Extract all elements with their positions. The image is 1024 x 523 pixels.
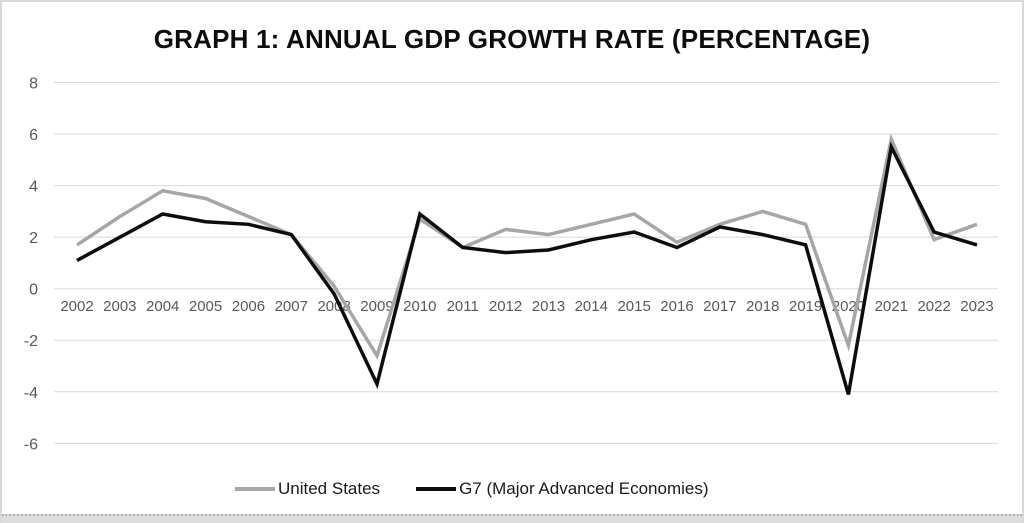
- g7-line-swatch: [416, 487, 457, 491]
- chart-legend: United States G7 (Major Advanced Economi…: [235, 479, 709, 499]
- y-tick-label: 8: [29, 76, 38, 93]
- x-tick-label: 2014: [575, 298, 608, 315]
- x-tick-label: 2011: [447, 298, 479, 315]
- series-line-0: [76, 133, 978, 360]
- legend-label-united-states: United States: [278, 479, 381, 498]
- y-tick-label: 4: [29, 179, 38, 196]
- x-tick-label: 2004: [146, 298, 179, 315]
- x-tick-label: 2022: [917, 298, 950, 315]
- y-tick-label: -2: [24, 333, 38, 350]
- x-tick-label: 2023: [960, 298, 993, 315]
- x-tick-label: 2018: [746, 298, 779, 315]
- x-tick-label: 2003: [103, 298, 136, 315]
- slide-bottom-edge: [2, 514, 1022, 523]
- x-tick-label: 2007: [275, 298, 308, 315]
- x-tick-label: 2012: [489, 298, 522, 315]
- legend-item-g7: G7 (Major Advanced Economies): [416, 479, 709, 499]
- legend-label-g7: G7 (Major Advanced Economies): [459, 479, 709, 498]
- chart-title: GRAPH 1: ANNUAL GDP GROWTH RATE (PERCENT…: [153, 24, 871, 54]
- legend-item-united-states: United States: [235, 479, 380, 499]
- x-tick-label: 2015: [617, 298, 650, 315]
- x-tick-label: 2016: [660, 298, 693, 315]
- series-line-1: [76, 141, 978, 395]
- y-tick-label: 0: [29, 282, 38, 299]
- united-states-line-swatch: [235, 487, 275, 491]
- x-tick-label: 2009: [360, 298, 393, 315]
- x-tick-label: 2019: [789, 298, 822, 315]
- x-tick-label: 2021: [875, 298, 908, 315]
- x-tick-label: 2006: [232, 298, 265, 315]
- x-tick-label: 2005: [189, 298, 222, 315]
- y-tick-label: -4: [24, 385, 38, 402]
- y-tick-label: 6: [29, 127, 38, 144]
- x-tick-label: 2010: [403, 298, 436, 315]
- y-tick-label: -6: [24, 436, 38, 453]
- x-tick-label: 2002: [60, 298, 93, 315]
- x-tick-label: 2017: [703, 298, 736, 315]
- x-tick-label: 2013: [532, 298, 565, 315]
- y-tick-label: 2: [29, 230, 38, 247]
